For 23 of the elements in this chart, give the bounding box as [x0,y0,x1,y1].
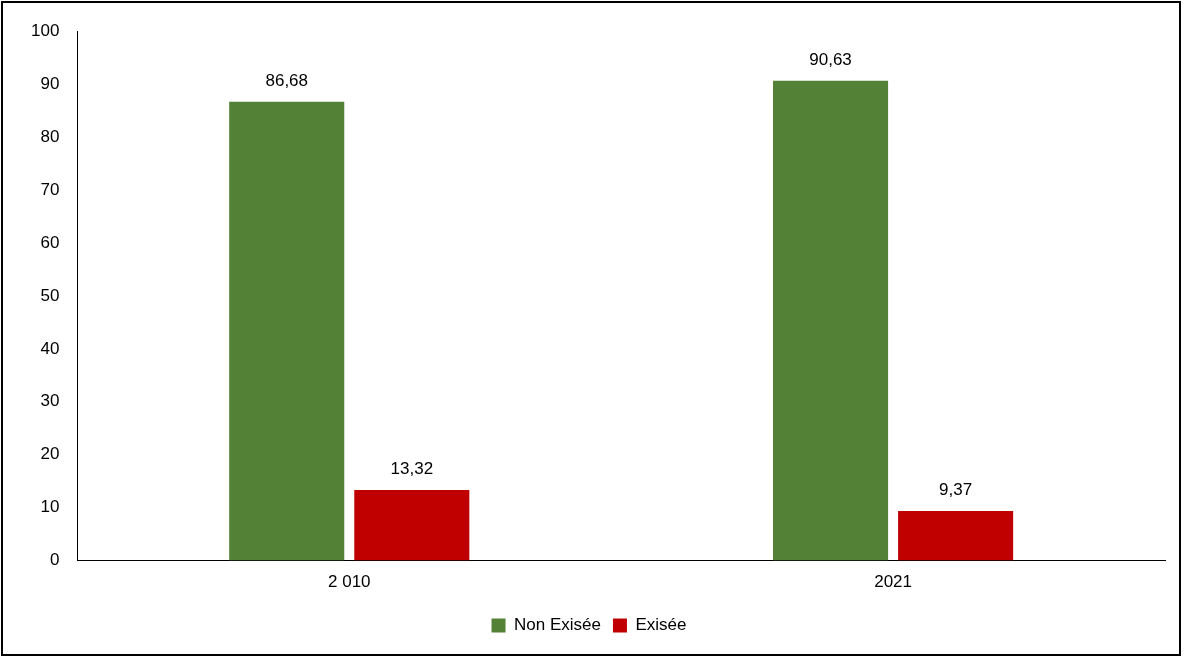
y-tick-label: 30 [40,391,60,411]
legend-label: Exisée [635,615,687,635]
y-tick-label: 0 [49,550,60,570]
bar [773,80,889,561]
y-tick-label: 80 [40,126,60,146]
data-label: 90,63 [809,49,852,69]
legend-label: Non Exisée [514,615,601,635]
y-tick-label: 90 [40,73,60,93]
x-tick-label: 2021 [874,572,913,592]
y-tick-label: 20 [40,444,60,464]
data-label: 13,32 [390,459,434,479]
y-tick-label: 70 [40,179,60,199]
y-tick-label: 10 [40,497,60,517]
x-tick-label: 2 010 [328,572,371,592]
y-tick-label: 40 [40,338,60,358]
bar [354,490,470,561]
y-tick-label: 50 [40,285,60,305]
data-label: 9,37 [939,480,973,500]
y-tick-label: 100 [30,20,60,40]
data-label: 86,68 [265,70,309,90]
y-tick-label: 60 [40,232,60,252]
bar [898,511,1014,561]
bar [229,101,345,561]
